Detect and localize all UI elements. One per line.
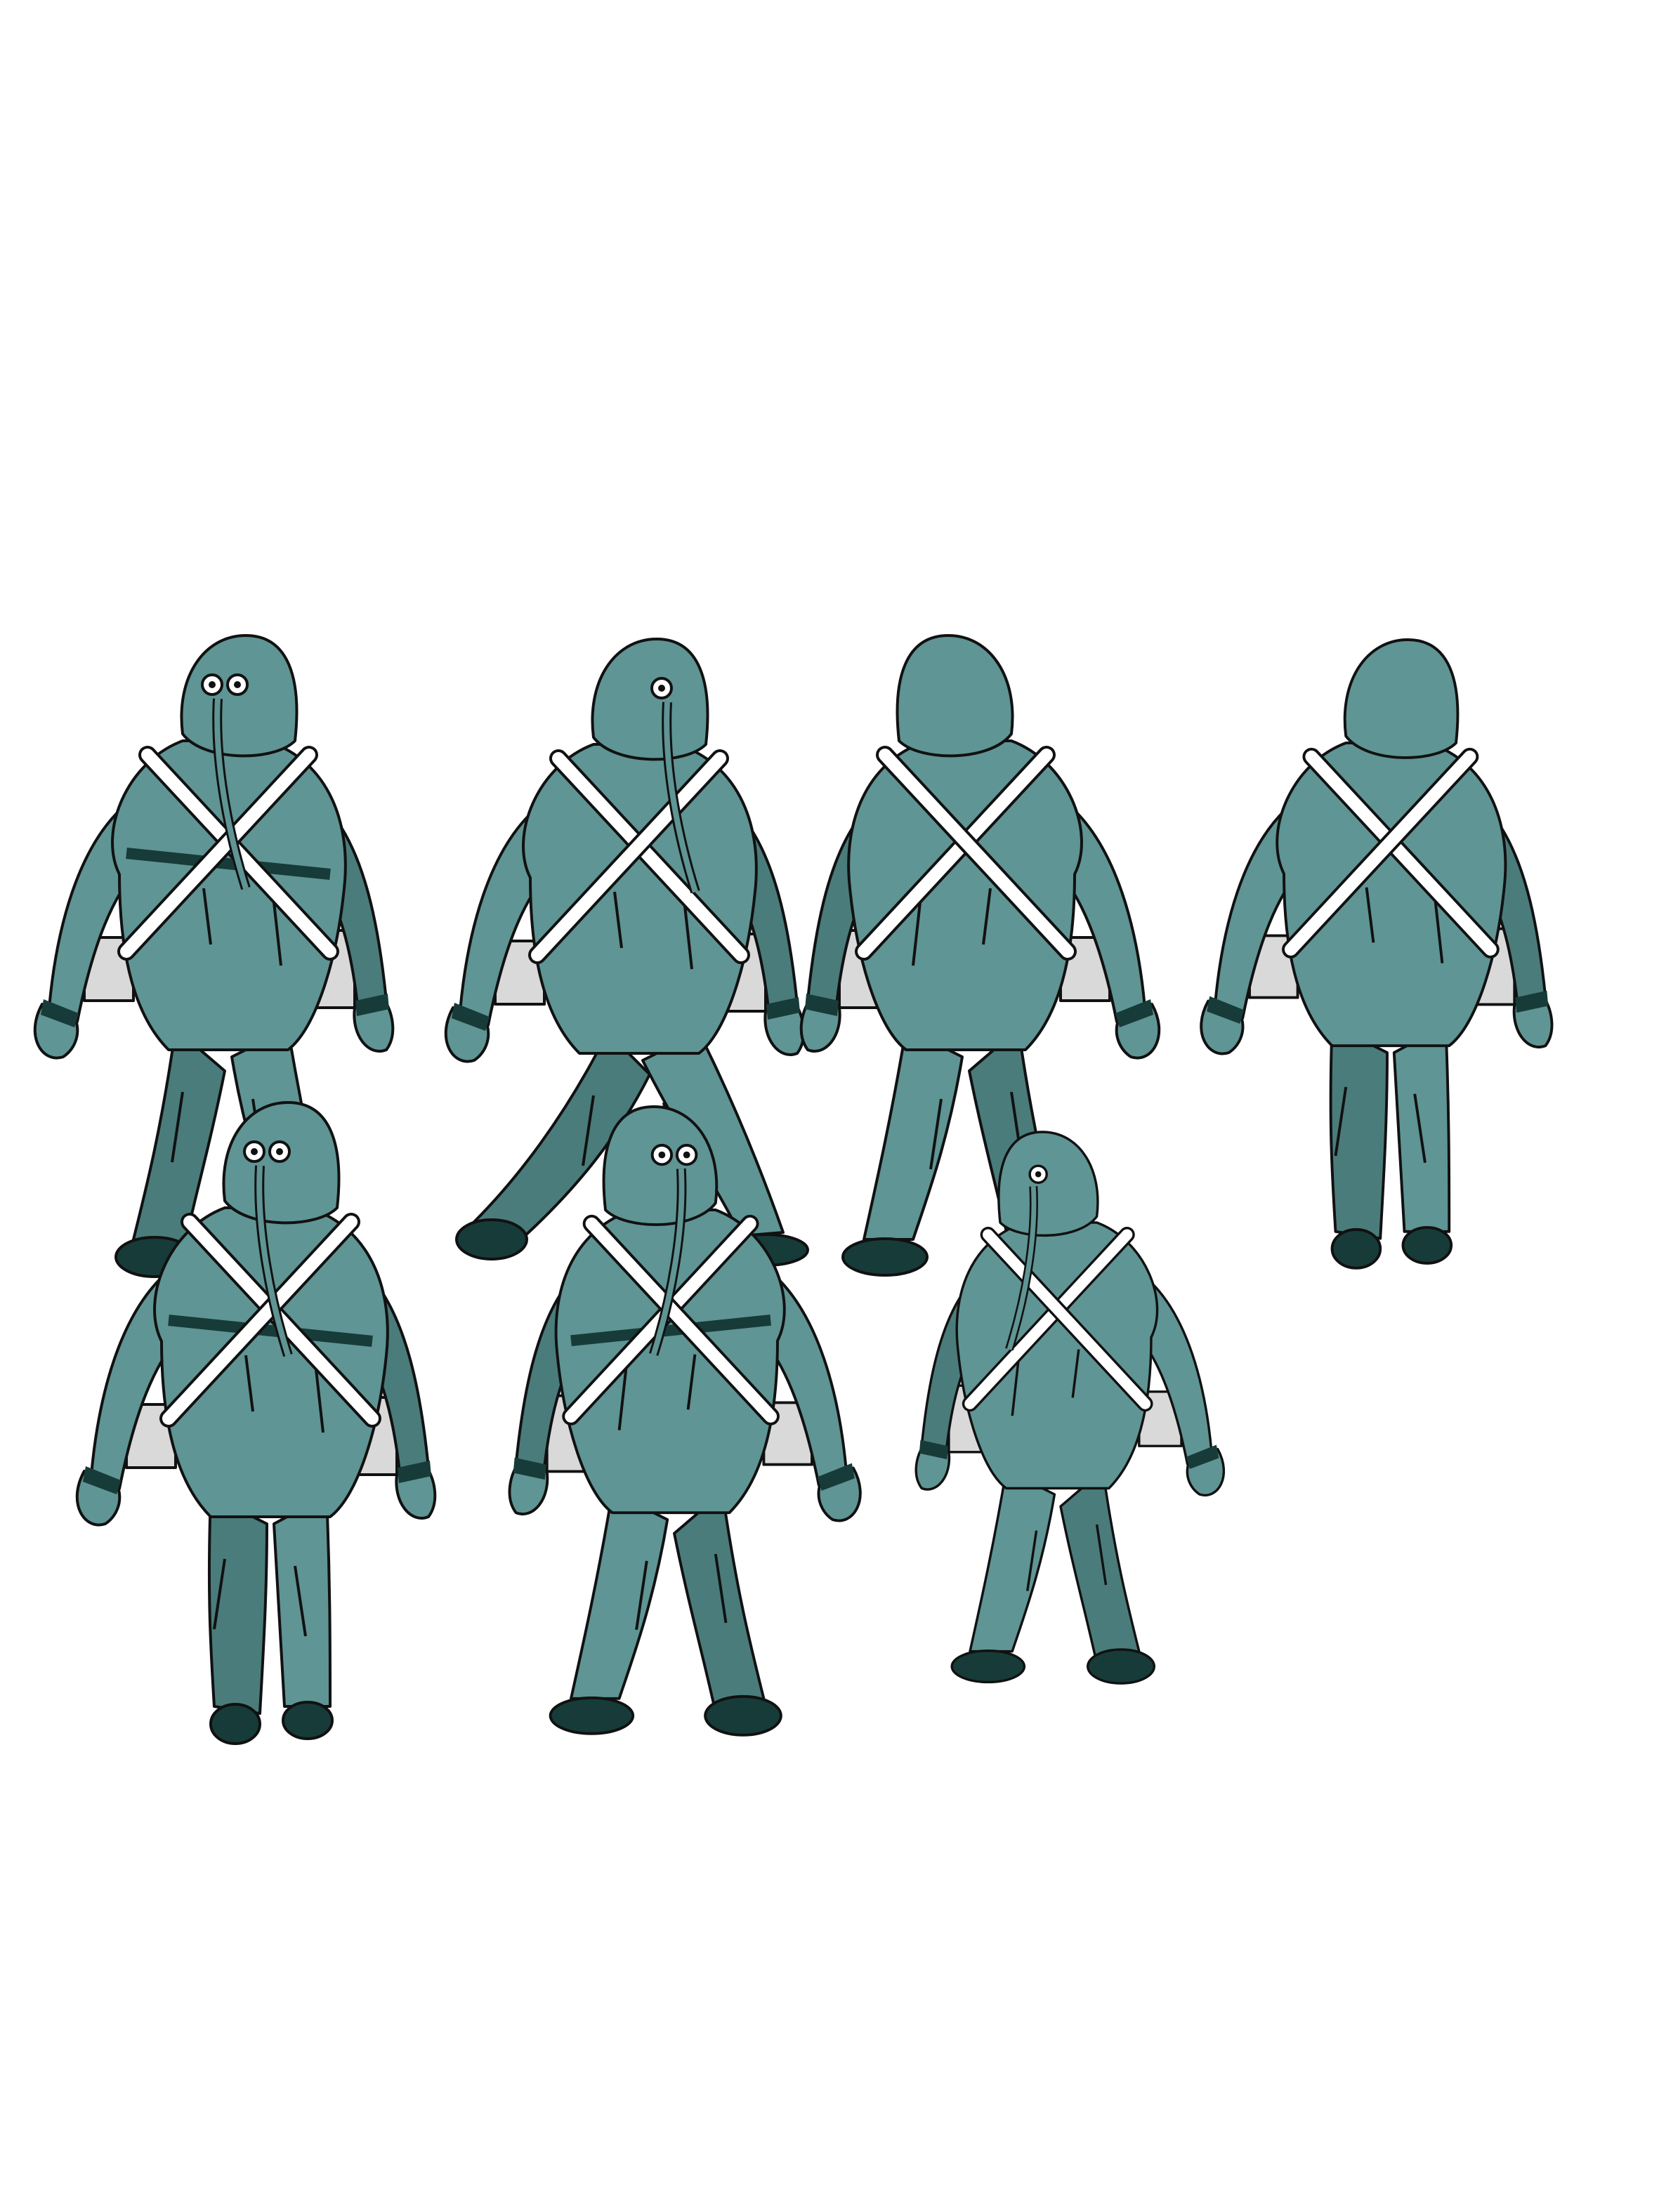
sprite-front-idle [75, 1101, 437, 1745]
sprite-back-walk [1200, 638, 1554, 1270]
sprite-front-left-walk [508, 1105, 862, 1737]
sprite-side-right-walk [444, 638, 809, 1267]
sprite-group [33, 634, 1554, 1745]
sprite-side-left-walk [914, 1131, 1226, 1685]
